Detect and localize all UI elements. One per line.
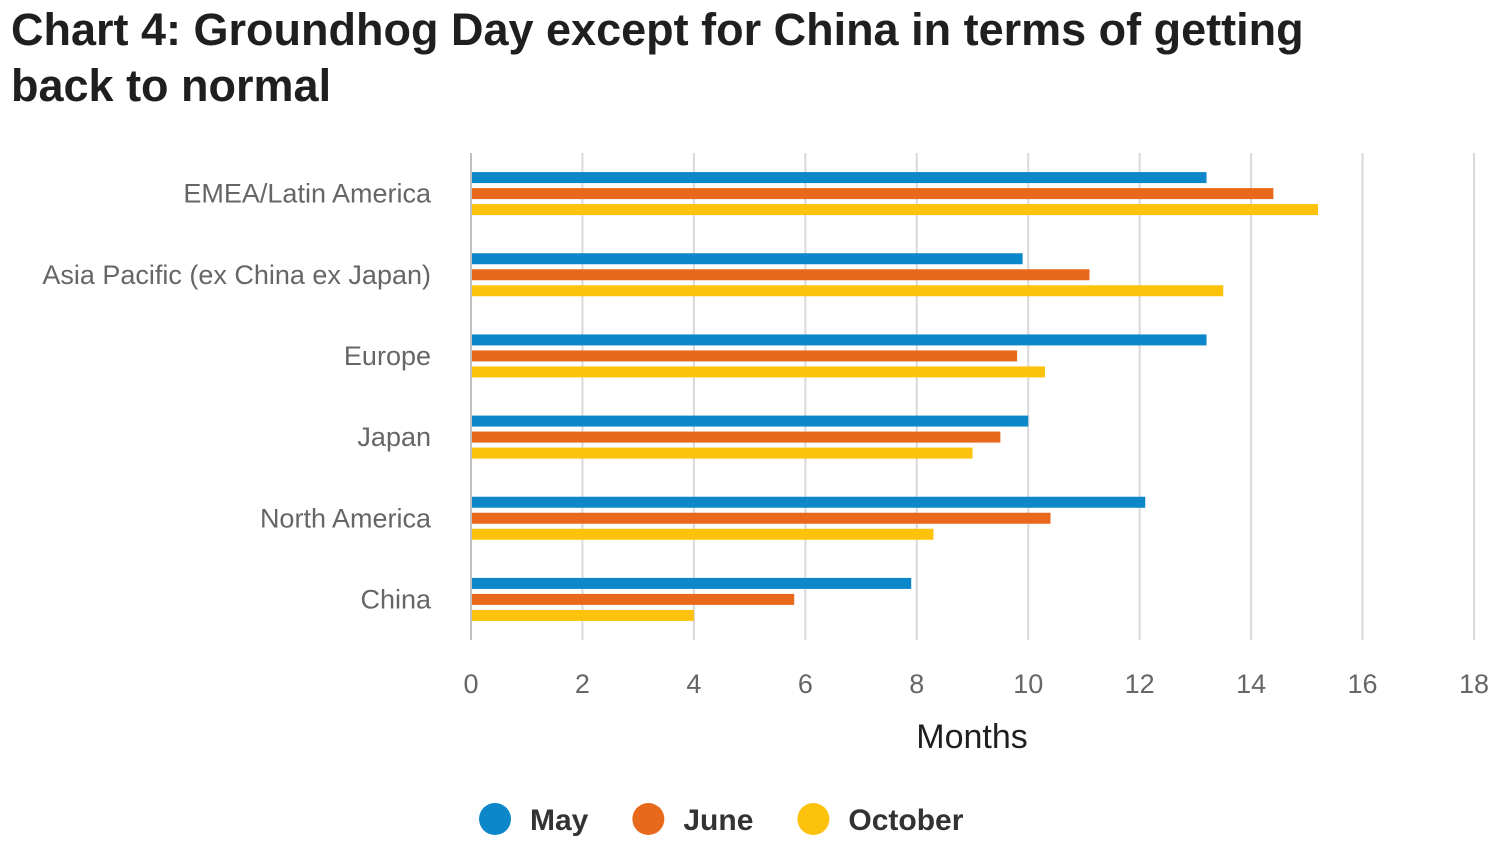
bar-october — [471, 366, 1045, 378]
bar-may — [471, 577, 912, 589]
x-tick-label: 10 — [1013, 669, 1043, 699]
x-tick-label: 12 — [1125, 669, 1155, 699]
bar-october — [471, 204, 1318, 216]
bar-june — [471, 350, 1018, 362]
grid-lines — [581, 153, 1475, 640]
category-label: Europe — [344, 341, 431, 371]
chart-title: Chart 4: Groundhog Day except for China … — [11, 4, 1304, 111]
bar-october — [471, 447, 973, 459]
x-tick-labels: 0 2 4 6 8 10 12 14 16 18 — [463, 669, 1489, 699]
x-tick-label: 6 — [798, 669, 813, 699]
legend-label: October — [848, 804, 963, 837]
bar-may — [471, 496, 1146, 508]
bar-june — [471, 431, 1001, 443]
bar-may — [471, 415, 1029, 427]
bar-october — [471, 528, 934, 540]
x-axis-title: Months — [916, 718, 1028, 756]
category-label: Japan — [357, 422, 431, 452]
category-label: Asia Pacific (ex China ex Japan) — [42, 260, 431, 290]
legend-marker — [797, 803, 830, 835]
legend-label: June — [683, 804, 753, 837]
category-label: North America — [260, 503, 432, 533]
category-labels: EMEA/Latin America Asia Pacific (ex China… — [42, 179, 432, 615]
category-label: EMEA/Latin America — [183, 179, 432, 209]
category-label: China — [360, 584, 432, 614]
bar-october — [471, 609, 694, 621]
legend-marker — [632, 803, 665, 835]
x-tick-label: 0 — [463, 669, 478, 699]
bar-june — [471, 188, 1274, 200]
bar-june — [471, 593, 795, 605]
bar-june — [471, 269, 1090, 281]
legend-marker — [479, 803, 511, 835]
legend-label: May — [530, 804, 589, 837]
x-tick-label: 8 — [909, 669, 924, 699]
bar-june — [471, 512, 1051, 524]
x-tick-label: 18 — [1459, 669, 1489, 699]
bar-october — [471, 285, 1224, 297]
legend: May June October — [479, 803, 964, 837]
bar-may — [471, 334, 1207, 346]
x-tick-label: 4 — [686, 669, 701, 699]
x-tick-label: 16 — [1348, 669, 1378, 699]
bar-may — [471, 172, 1207, 184]
x-tick-label: 14 — [1236, 669, 1266, 699]
bar-may — [471, 253, 1023, 265]
x-tick-label: 2 — [575, 669, 590, 699]
bars — [471, 172, 1318, 621]
